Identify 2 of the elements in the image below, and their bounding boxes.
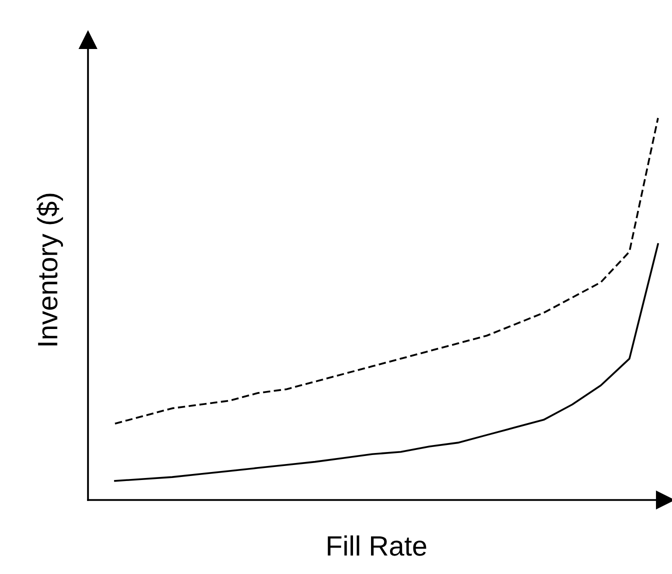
y-axis-title: Inventory ($) [36, 194, 63, 346]
x-axis-title: Fill Rate [328, 535, 426, 556]
